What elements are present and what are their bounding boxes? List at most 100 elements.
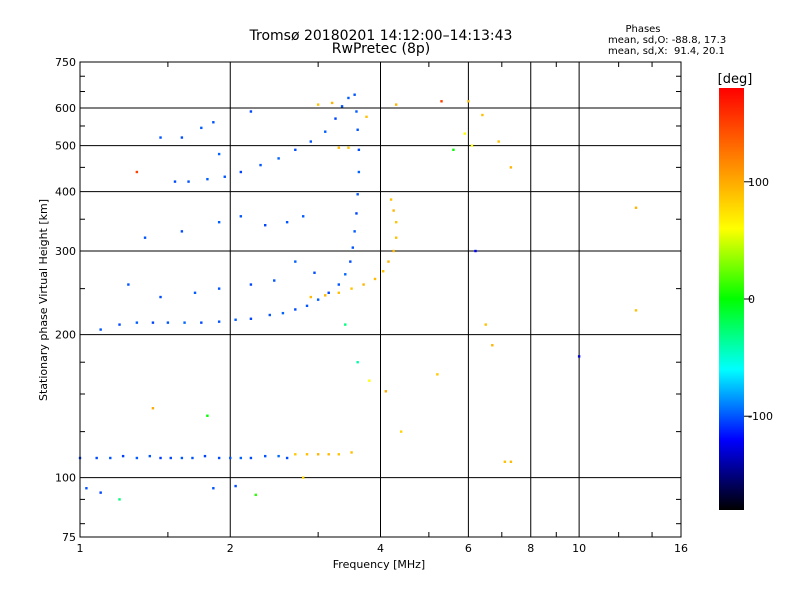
echo-point-o bbox=[203, 454, 207, 458]
x-tick-label: 10 bbox=[572, 542, 586, 555]
echo-point-o bbox=[166, 321, 170, 324]
echo-point-o bbox=[200, 321, 203, 324]
echo-point-x bbox=[309, 295, 312, 299]
echo-point-o bbox=[180, 456, 184, 460]
stats-line-o: mean, sd,O: -88.8, 17.3 bbox=[608, 35, 726, 46]
echo-point-o bbox=[148, 454, 152, 458]
echo-point-o bbox=[305, 304, 309, 308]
echo-point-o bbox=[143, 236, 147, 239]
scattered-point bbox=[491, 344, 494, 347]
echo-point-o bbox=[206, 177, 209, 181]
echo-point-o bbox=[347, 96, 350, 100]
echo-point-o bbox=[249, 110, 253, 113]
y-tick-label: 100 bbox=[55, 472, 76, 485]
echo-point-x bbox=[394, 220, 398, 224]
echo-point-x bbox=[330, 101, 334, 105]
echo-point-o bbox=[285, 456, 289, 460]
scattered-point bbox=[118, 498, 121, 501]
echo-point-o bbox=[212, 121, 215, 124]
echo-point-o bbox=[249, 456, 253, 460]
echo-point-o bbox=[217, 220, 221, 224]
scattered-point bbox=[440, 100, 443, 103]
echo-point-o bbox=[294, 148, 297, 152]
echo-point-x bbox=[373, 277, 377, 281]
scattered-point bbox=[301, 476, 305, 479]
echo-point-x bbox=[381, 270, 385, 273]
echo-point-o bbox=[351, 246, 354, 249]
echo-point-o bbox=[264, 454, 267, 458]
echo-point-o bbox=[217, 456, 221, 460]
echo-point-x bbox=[634, 309, 638, 312]
scattered-point bbox=[254, 493, 257, 497]
echo-point-o bbox=[334, 117, 337, 120]
scattered-point bbox=[368, 379, 371, 382]
echo-point-o bbox=[249, 317, 253, 320]
echo-point-x bbox=[389, 198, 393, 201]
colorbar-tick-label: 0 bbox=[748, 293, 755, 306]
echo-point-o bbox=[294, 308, 297, 311]
echo-point-x bbox=[467, 100, 470, 103]
echo-point-o bbox=[344, 273, 347, 276]
echo-point-o bbox=[95, 456, 98, 460]
echo-point-o bbox=[217, 152, 221, 156]
echo-point-o bbox=[239, 170, 243, 174]
scattered-point bbox=[206, 414, 209, 417]
echo-point-o bbox=[268, 313, 271, 317]
echo-point-x bbox=[394, 103, 398, 106]
y-axis-label: Stationary phase Virtual Height [km] bbox=[37, 199, 50, 401]
echo-point-o bbox=[357, 148, 361, 152]
y-tick-label: 75 bbox=[62, 531, 76, 544]
echo-point-o bbox=[353, 230, 356, 233]
stats-line-x: mean, sd,X: 91.4, 20.1 bbox=[608, 46, 725, 57]
echo-point-x bbox=[392, 249, 395, 253]
echo-point-o bbox=[159, 136, 162, 139]
echo-point-o bbox=[173, 180, 177, 183]
echo-point-o bbox=[159, 295, 162, 299]
echo-point-o bbox=[249, 283, 253, 286]
echo-point-x bbox=[350, 287, 353, 290]
echo-point-o bbox=[109, 456, 112, 460]
echo-point-o bbox=[313, 271, 316, 274]
colorbar: [deg] 100 0 -100 bbox=[718, 72, 773, 510]
echo-point-o bbox=[355, 212, 358, 215]
echo-point-o bbox=[264, 224, 267, 227]
echo-point-o bbox=[356, 128, 359, 131]
echo-point-o bbox=[324, 130, 327, 133]
echo-point-o bbox=[327, 291, 330, 295]
echo-point-o bbox=[151, 321, 155, 324]
x-axis-label: Frequency [MHz] bbox=[333, 558, 425, 571]
echo-point-o bbox=[353, 93, 356, 96]
x-tick-label: 1 bbox=[77, 542, 84, 555]
axis-ticks: 1 2 4 6 8 10 16 75 100 200 300 400 500 600 750 bbox=[55, 56, 688, 555]
echo-point-o bbox=[349, 260, 352, 263]
echo-point-o bbox=[294, 260, 297, 263]
echo-point-o bbox=[259, 163, 262, 167]
colorbar-tick-label: -100 bbox=[748, 410, 773, 423]
echo-point-o bbox=[273, 279, 276, 282]
y-tick-label: 750 bbox=[55, 56, 76, 69]
echo-point-x bbox=[634, 206, 638, 209]
echo-point-o bbox=[217, 320, 221, 323]
scattered-point bbox=[484, 323, 487, 326]
echo-point-o bbox=[193, 291, 197, 295]
chart-title: Tromsø 20180201 14:12:00–14:13:43 bbox=[249, 28, 513, 44]
echo-point-o bbox=[121, 454, 125, 458]
echo-point-o bbox=[356, 193, 359, 196]
x-tick-label: 8 bbox=[527, 542, 534, 555]
echo-point-o bbox=[127, 283, 130, 286]
echo-point-x bbox=[347, 146, 350, 149]
echo-point-x bbox=[387, 260, 390, 263]
stats-header: Phases bbox=[625, 24, 660, 35]
echo-point-o bbox=[191, 456, 194, 460]
echo-point-x bbox=[509, 460, 513, 463]
echo-point-x bbox=[324, 294, 327, 297]
echo-point-o bbox=[180, 136, 184, 139]
echo-point-o bbox=[234, 484, 237, 488]
echo-point-o bbox=[281, 311, 285, 315]
y-tick-label: 400 bbox=[55, 186, 76, 199]
echo-point-x bbox=[392, 209, 395, 212]
echo-point-o bbox=[223, 175, 226, 178]
echo-point-x bbox=[497, 140, 500, 143]
x-tick-label: 6 bbox=[465, 542, 472, 555]
echo-point-o bbox=[180, 230, 184, 233]
